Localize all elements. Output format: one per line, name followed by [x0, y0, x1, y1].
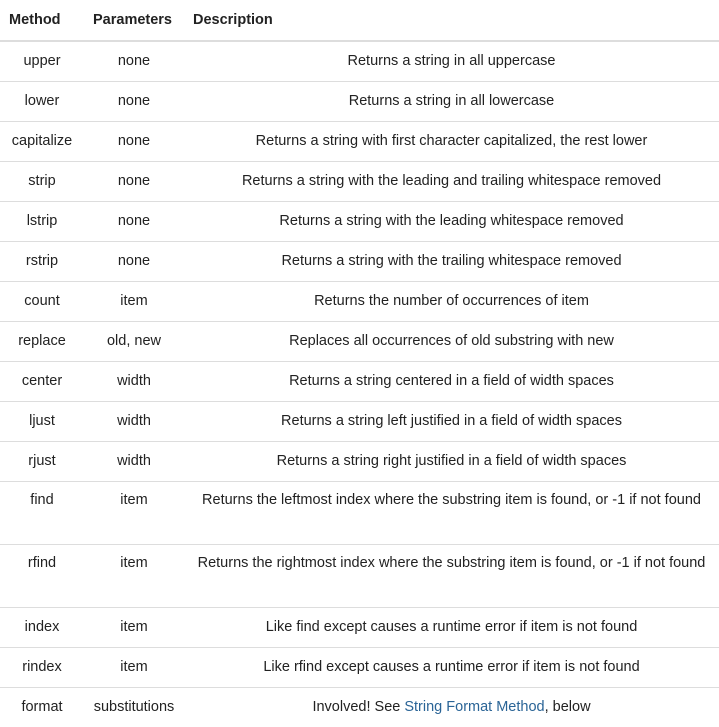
description-cell: Returns a string left justified in a fie…	[184, 400, 719, 441]
table-row: rfind item Returns the rightmost index w…	[0, 543, 719, 607]
method-cell: count	[0, 280, 84, 321]
method-cell: strip	[0, 160, 84, 201]
parameters-cell: item	[84, 543, 184, 607]
description-cell: Returns a string centered in a field of …	[184, 360, 719, 401]
description-cell: Replaces all occurrences of old substrin…	[184, 320, 719, 361]
table-row: index item Like find except causes a run…	[0, 606, 719, 647]
method-cell: lower	[0, 80, 84, 121]
header-method: Method	[0, 0, 84, 42]
description-cell: Returns the leftmost index where the sub…	[184, 480, 719, 544]
method-cell: rjust	[0, 440, 84, 481]
table-row: upper none Returns a string in all upper…	[0, 40, 719, 81]
parameters-cell: item	[84, 480, 184, 544]
parameters-cell: item	[84, 280, 184, 321]
method-cell: rfind	[0, 543, 84, 607]
table-row: rstrip none Returns a string with the tr…	[0, 240, 719, 281]
parameters-cell: none	[84, 40, 184, 81]
description-cell: Returns a string with the leading whites…	[184, 200, 719, 241]
table-row: replace old, new Replaces all occurrence…	[0, 320, 719, 361]
method-cell: ljust	[0, 400, 84, 441]
table-row: format substitutions Involved! See Strin…	[0, 686, 719, 727]
table-row: lstrip none Returns a string with the le…	[0, 200, 719, 241]
parameters-cell: old, new	[84, 320, 184, 361]
description-cell: Returns a string with the trailing white…	[184, 240, 719, 281]
parameters-cell: none	[84, 160, 184, 201]
description-cell: Returns a string with first character ca…	[184, 120, 719, 161]
parameters-cell: substitutions	[84, 686, 184, 727]
string-format-method-link[interactable]: String Format Method	[404, 698, 545, 715]
table-row: ljust width Returns a string left justif…	[0, 400, 719, 441]
parameters-cell: width	[84, 400, 184, 441]
method-cell: format	[0, 686, 84, 727]
description-cell: Returns a string in all lowercase	[184, 80, 719, 121]
method-cell: upper	[0, 40, 84, 81]
parameters-cell: width	[84, 360, 184, 401]
header-parameters: Parameters	[84, 0, 184, 42]
description-cell: Involved! See String Format Method, belo…	[184, 686, 719, 727]
method-cell: lstrip	[0, 200, 84, 241]
method-cell: capitalize	[0, 120, 84, 161]
method-cell: replace	[0, 320, 84, 361]
description-cell: Returns the rightmost index where the su…	[184, 543, 719, 607]
table-row: rindex item Like rfind except causes a r…	[0, 646, 719, 687]
method-cell: rstrip	[0, 240, 84, 281]
description-prefix: Involved! See	[312, 698, 401, 715]
table-row: rjust width Returns a string right justi…	[0, 440, 719, 481]
method-cell: center	[0, 360, 84, 401]
table-header-row: Method Parameters Description	[0, 0, 719, 42]
description-cell: Returns a string with the leading and tr…	[184, 160, 719, 201]
header-description: Description	[184, 0, 719, 42]
parameters-cell: item	[84, 646, 184, 687]
table-row: find item Returns the leftmost index whe…	[0, 480, 719, 544]
parameters-cell: width	[84, 440, 184, 481]
method-cell: find	[0, 480, 84, 544]
parameters-cell: none	[84, 200, 184, 241]
parameters-cell: none	[84, 120, 184, 161]
description-cell: Like find except causes a runtime error …	[184, 606, 719, 647]
table-row: count item Returns the number of occurre…	[0, 280, 719, 321]
parameters-cell: none	[84, 240, 184, 281]
method-cell: index	[0, 606, 84, 647]
table-row: capitalize none Returns a string with fi…	[0, 120, 719, 161]
parameters-cell: item	[84, 606, 184, 647]
description-cell: Returns a string right justified in a fi…	[184, 440, 719, 481]
description-cell: Returns the number of occurrences of ite…	[184, 280, 719, 321]
description-cell: Returns a string in all uppercase	[184, 40, 719, 81]
table-row: center width Returns a string centered i…	[0, 360, 719, 401]
table-row: strip none Returns a string with the lea…	[0, 160, 719, 201]
description-cell: Like rfind except causes a runtime error…	[184, 646, 719, 687]
method-cell: rindex	[0, 646, 84, 687]
description-suffix: , below	[544, 698, 591, 715]
table-row: lower none Returns a string in all lower…	[0, 80, 719, 121]
parameters-cell: none	[84, 80, 184, 121]
